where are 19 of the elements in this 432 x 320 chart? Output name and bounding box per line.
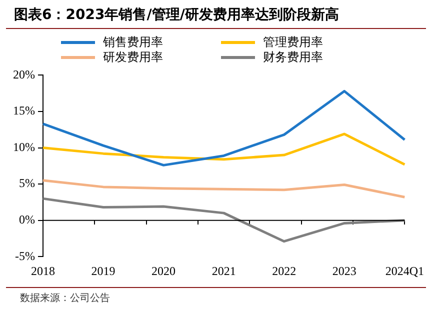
y-tick-label: 0% xyxy=(18,212,35,226)
y-tick-label: 15% xyxy=(12,104,35,118)
y-tick-label: 5% xyxy=(18,176,35,190)
legend-label: 财务费用率 xyxy=(263,50,323,65)
source-note: 数据来源：公司公告 xyxy=(6,287,426,305)
x-tick-label: 2024Q1 xyxy=(385,264,424,278)
y-tick-label: 20% xyxy=(12,67,35,82)
x-tick-label: 2019 xyxy=(91,264,116,278)
legend-label: 管理费用率 xyxy=(263,35,323,50)
chart-title: 图表6：2023年销售/管理/研发费用率达到阶段新高 xyxy=(6,0,426,29)
x-tick-label: 2023 xyxy=(332,264,356,278)
legend-label: 销售费用率 xyxy=(103,35,163,50)
x-tick-label: 2018 xyxy=(30,264,55,278)
x-tick-label: 2022 xyxy=(272,264,296,278)
legend-label: 研发费用率 xyxy=(103,50,163,65)
y-tick-label: -5% xyxy=(14,248,35,263)
y-tick-label: 10% xyxy=(12,140,35,154)
x-tick-label: 2020 xyxy=(152,264,176,278)
x-tick-label: 2021 xyxy=(212,264,236,278)
